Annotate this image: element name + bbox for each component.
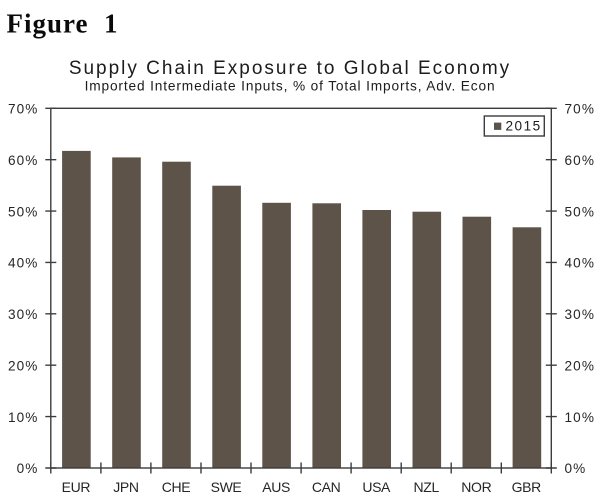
svg-text:2015: 2015 <box>506 119 542 134</box>
svg-text:30%: 30% <box>565 307 596 322</box>
svg-text:NZL: NZL <box>413 479 439 495</box>
svg-text:30%: 30% <box>8 307 39 322</box>
svg-text:SWE: SWE <box>211 479 242 495</box>
svg-text:10%: 10% <box>8 410 39 425</box>
svg-text:70%: 70% <box>8 102 39 117</box>
svg-text:10%: 10% <box>565 410 596 425</box>
svg-text:40%: 40% <box>8 256 39 271</box>
svg-text:JPN: JPN <box>113 479 138 495</box>
svg-text:20%: 20% <box>565 358 596 373</box>
svg-text:CHE: CHE <box>162 479 191 495</box>
svg-text:Supply Chain Exposure to Globa: Supply Chain Exposure to Global Economy <box>69 58 511 79</box>
svg-text:CAN: CAN <box>312 479 341 495</box>
svg-text:USA: USA <box>362 479 391 495</box>
svg-text:NOR: NOR <box>461 479 491 495</box>
svg-text:Figure 1: Figure 1 <box>7 9 119 39</box>
svg-text:0%: 0% <box>565 461 587 476</box>
svg-text:20%: 20% <box>8 358 39 373</box>
svg-text:50%: 50% <box>8 204 39 219</box>
svg-text:70%: 70% <box>565 102 596 117</box>
svg-text:EUR: EUR <box>62 479 91 495</box>
svg-text:AUS: AUS <box>262 479 290 495</box>
svg-text:GBR: GBR <box>512 479 542 495</box>
svg-text:60%: 60% <box>565 153 596 168</box>
svg-text:0%: 0% <box>17 461 39 476</box>
svg-text:Imported Intermediate Inputs,: Imported Intermediate Inputs, % of Total… <box>85 78 496 93</box>
svg-text:40%: 40% <box>565 256 596 271</box>
svg-text:50%: 50% <box>565 204 596 219</box>
svg-text:60%: 60% <box>8 153 39 168</box>
